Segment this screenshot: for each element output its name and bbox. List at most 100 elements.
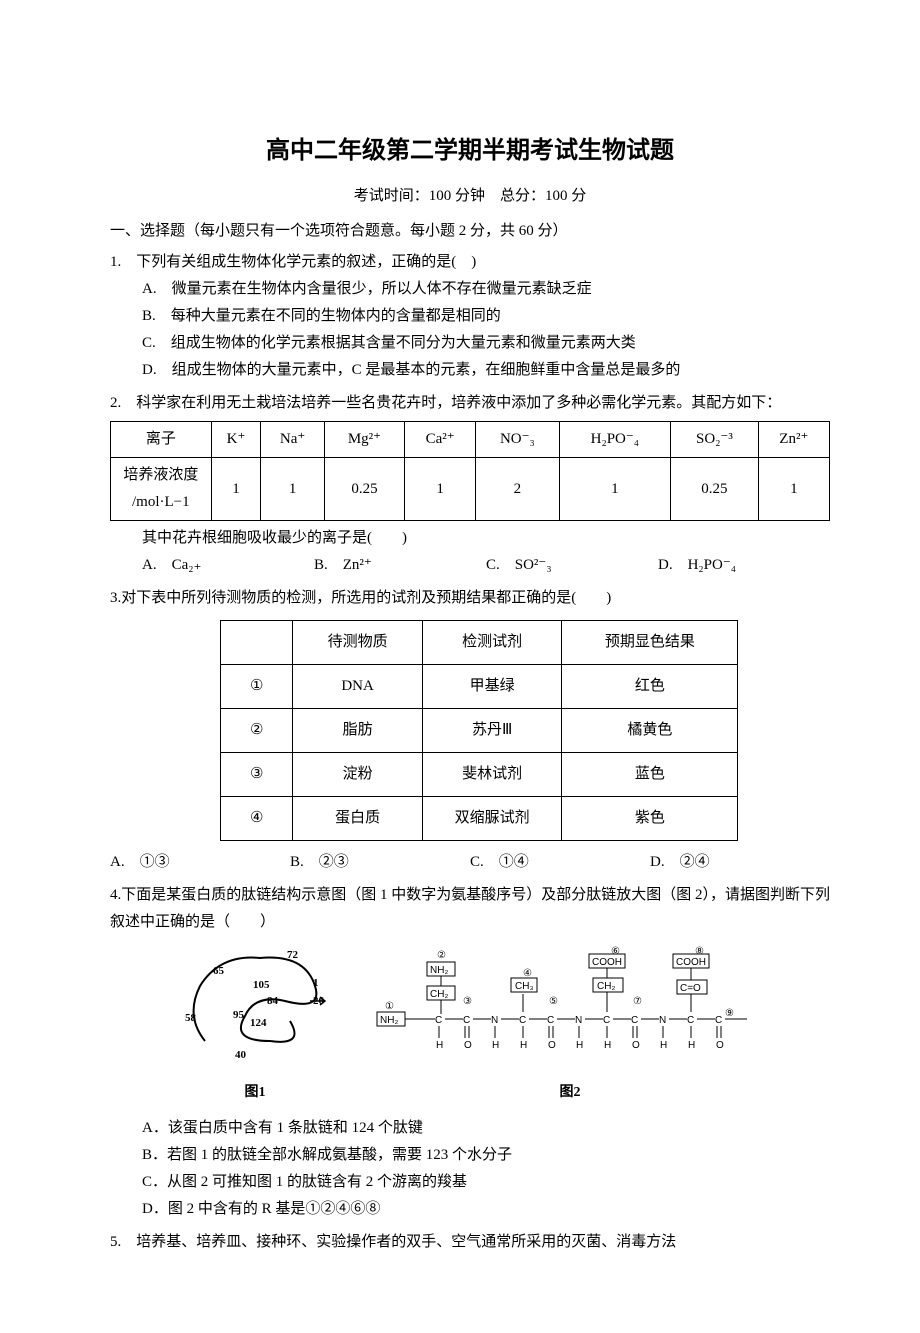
svg-text:C: C [603,1015,610,1026]
svg-text:C: C [715,1015,722,1026]
svg-text:①: ① [385,1001,394,1012]
table-cell: 培养液浓度 /mol·L−1 [111,458,212,521]
svg-text:NH₂: NH₂ [380,1015,398,1026]
svg-text:C: C [631,1015,638,1026]
q4-stem: 4.下面是某蛋白质的肽链结构示意图（图 1 中数字为氨基酸序号）及部分肽链放大图… [110,882,830,936]
table-cell: 0.25 [671,458,758,521]
table-row: ① DNA 甲基绿 红色 [221,665,738,709]
table-cell: ① [221,665,293,709]
question-2: 2. 科学家在利用无土栽培法培养一些名贵花卉时，培养液中添加了多种必需化学元素。… [110,390,830,579]
svg-text:C: C [435,1015,442,1026]
peptide-chain-icon: 72 1 26 65 105 84 95 124 58 40 [175,946,335,1066]
q4-option-b: B．若图 1 的肽链全部水解成氨基酸，需要 123 个水分子 [142,1142,830,1169]
svg-text:CH₃: CH₃ [515,981,534,992]
svg-text:H: H [576,1040,583,1051]
table-cell: 1 [404,458,475,521]
q1-option-c: C. 组成生物体的化学元素根据其含量不同分为大量元素和微量元素两大类 [142,330,830,357]
table-cell: Ca²⁺ [404,422,475,458]
svg-text:O: O [548,1040,556,1051]
table-cell: 甲基绿 [422,665,562,709]
svg-text:1: 1 [313,977,319,989]
table-cell: 脂肪 [293,709,422,753]
svg-text:⑧: ⑧ [695,946,704,957]
svg-text:95: 95 [233,1009,245,1021]
table-cell: 1 [758,458,829,521]
q4-option-c: C．从图 2 可推知图 1 的肽链含有 2 个游离的羧基 [142,1169,830,1196]
table-cell: ③ [221,753,293,797]
table-row: 培养液浓度 /mol·L−1 1 1 0.25 1 2 1 0.25 1 [111,458,830,521]
table-cell: 离子 [111,422,212,458]
svg-text:④: ④ [523,968,532,979]
svg-text:N: N [575,1015,582,1026]
svg-text:H: H [520,1040,527,1051]
table-cell: 蛋白质 [293,797,422,841]
svg-text:C: C [463,1015,470,1026]
table-cell: 紫色 [562,797,738,841]
figure-1: 72 1 26 65 105 84 95 124 58 40 图1 [175,946,335,1105]
fig2-label: 图2 [375,1080,765,1105]
q4-option-d: D．图 2 中含有的 R 基是①②④⑥⑧ [142,1196,830,1223]
table-row: 离子 K⁺ Na⁺ Mg²⁺ Ca²⁺ NO⁻₃ H₂PO⁻₄ SO₂⁻³ Zn… [111,422,830,458]
svg-text:C=O: C=O [680,983,701,994]
q1-stem: 1. 下列有关组成生物体化学元素的叙述，正确的是( ) [110,249,830,276]
table-cell: 2 [476,458,559,521]
svg-text:⑥: ⑥ [611,946,620,957]
table-cell: NO⁻₃ [476,422,559,458]
svg-text:COOH: COOH [676,957,706,968]
table-row: ② 脂肪 苏丹Ⅲ 橘黄色 [221,709,738,753]
table-row: ④ 蛋白质 双缩脲试剂 紫色 [221,797,738,841]
q2-option-c: C. SO²⁻₃ [486,552,658,579]
svg-text:⑤: ⑤ [549,996,558,1007]
svg-text:58: 58 [185,1012,197,1024]
table-cell: ④ [221,797,293,841]
svg-text:O: O [716,1040,724,1051]
table-cell: 橘黄色 [562,709,738,753]
q2-stem: 2. 科学家在利用无土栽培法培养一些名贵花卉时，培养液中添加了多种必需化学元素。… [110,390,830,417]
svg-text:⑨: ⑨ [725,1008,734,1019]
table-cell: K⁺ [211,422,261,458]
page-title: 高中二年级第二学期半期考试生物试题 [110,130,830,173]
table-cell: 淀粉 [293,753,422,797]
svg-text:H: H [688,1040,695,1051]
q3-option-d: D. ②④ [650,849,830,876]
svg-text:72: 72 [287,949,299,961]
svg-text:H: H [492,1040,499,1051]
svg-text:65: 65 [213,965,225,977]
table-cell: 1 [261,458,325,521]
table-cell: 预期显色结果 [562,621,738,665]
q2-option-a: A. Ca₂₊ [142,552,314,579]
section-header: 一、选择题（每小题只有一个选项符合题意。每小题 2 分，共 60 分） [110,218,830,245]
question-1: 1. 下列有关组成生物体化学元素的叙述，正确的是( ) A. 微量元素在生物体内… [110,249,830,384]
table-cell: DNA [293,665,422,709]
svg-text:N: N [491,1015,498,1026]
svg-text:NH₂: NH₂ [430,965,448,976]
peptide-detail-icon: ② NH₂ CH₂ ① NH₂ CH CO ③ NH CH [375,946,765,1066]
table-cell [221,621,293,665]
svg-text:CH₂: CH₂ [430,989,448,1000]
exam-info: 考试时间：100 分钟 总分：100 分 [110,183,830,210]
table-cell: 0.25 [324,458,404,521]
q1-option-a: A. 微量元素在生物体内含量很少，所以人体不存在微量元素缺乏症 [142,276,830,303]
q3-stem: 3.对下表中所列待测物质的检测，所选用的试剂及预期结果都正确的是( ) [110,585,830,612]
q3-option-c: C. ①④ [470,849,650,876]
svg-text:H: H [604,1040,611,1051]
q2-table: 离子 K⁺ Na⁺ Mg²⁺ Ca²⁺ NO⁻₃ H₂PO⁻₄ SO₂⁻³ Zn… [110,421,830,521]
svg-text:CH₂: CH₂ [597,981,615,992]
q2-option-b: B. Zn²⁺ [314,552,486,579]
svg-text:H: H [436,1040,443,1051]
question-3: 3.对下表中所列待测物质的检测，所选用的试剂及预期结果都正确的是( ) 待测物质… [110,585,830,876]
table-cell: Zn²⁺ [758,422,829,458]
svg-text:COOH: COOH [592,957,622,968]
svg-text:105: 105 [253,979,270,991]
table-cell: 斐林试剂 [422,753,562,797]
svg-text:③: ③ [463,996,472,1007]
figure-2: ② NH₂ CH₂ ① NH₂ CH CO ③ NH CH [375,946,765,1105]
q3-option-a: A. ①③ [110,849,290,876]
table-cell: Mg²⁺ [324,422,404,458]
table-cell: 蓝色 [562,753,738,797]
svg-text:O: O [464,1040,472,1051]
svg-text:C: C [519,1015,526,1026]
table-cell: 1 [211,458,261,521]
table-cell: 待测物质 [293,621,422,665]
q4-option-a: A．该蛋白质中含有 1 条肽链和 124 个肽键 [142,1115,830,1142]
